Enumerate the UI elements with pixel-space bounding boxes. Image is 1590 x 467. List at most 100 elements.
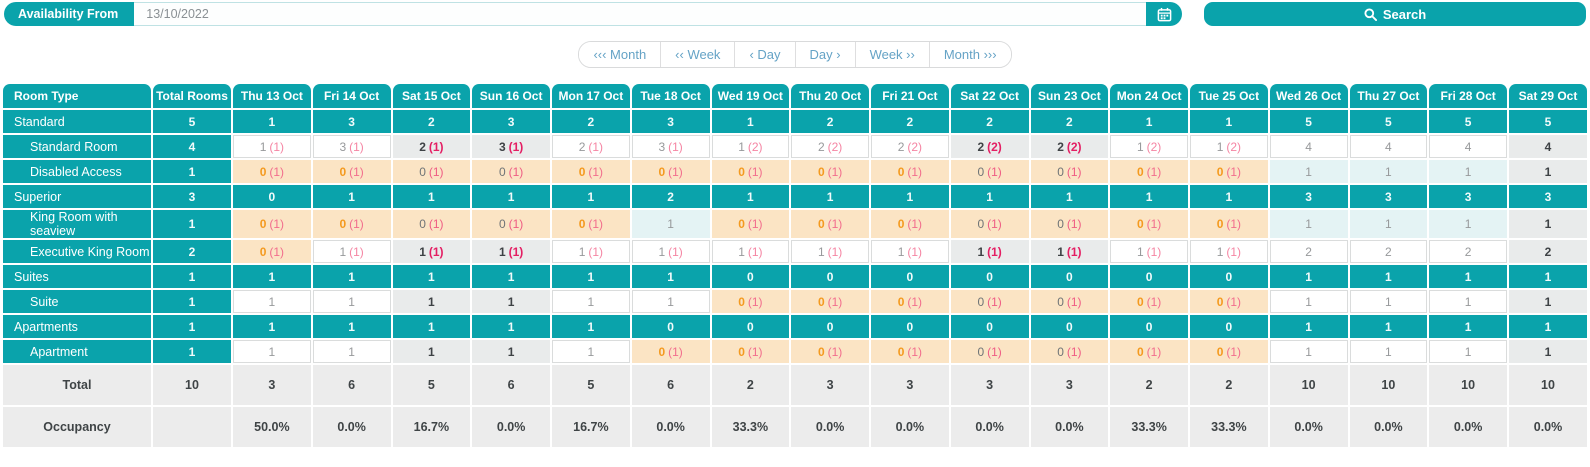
availability-cell: 1 (1) <box>791 240 869 263</box>
availability-date-input[interactable] <box>134 2 1146 26</box>
total-rooms-cell: 1 <box>153 290 231 313</box>
availability-cell: 1 <box>791 185 869 208</box>
availability-cell: 1 (2) <box>711 135 790 158</box>
availability-cell: 0 <box>950 265 1029 288</box>
availability-cell: 0 (1) <box>1030 160 1109 183</box>
availability-from-control: Availability From <box>4 2 1182 26</box>
availability-cell: 1 (2) <box>1110 135 1188 158</box>
availability-cell: 1 (1) <box>1190 240 1268 263</box>
occupancy-cell: 33.3% <box>1190 407 1268 447</box>
availability-cell: 1 <box>233 110 311 133</box>
availability-cell: 1 <box>631 290 710 313</box>
total-cell: 3 <box>1030 365 1109 405</box>
next-week-button[interactable]: Week ›› <box>855 42 930 67</box>
availability-cell: 1 <box>552 315 630 338</box>
availability-cell: 1 <box>233 315 311 338</box>
occupancy-cell: 0.0% <box>1509 407 1587 447</box>
total-rooms-cell: 1 <box>153 160 231 183</box>
availability-cell: 0 (1) <box>1190 210 1268 238</box>
availability-cell: 0 (1) <box>233 240 311 263</box>
availability-cell: 0 (1) <box>392 160 471 183</box>
availability-cell: 2 (2) <box>791 135 869 158</box>
availability-cell: 1 <box>1509 265 1587 288</box>
total-cell: 3 <box>950 365 1029 405</box>
availability-cell: 4 <box>1509 135 1587 158</box>
availability-cell: 1 <box>1269 210 1348 238</box>
occupancy-cell: 0.0% <box>1349 407 1428 447</box>
availability-cell: 3 <box>472 110 550 133</box>
availability-cell: 0 <box>711 265 790 288</box>
occupancy-cell: 0.0% <box>472 407 550 447</box>
availability-cell: 1 <box>1349 315 1428 338</box>
room-type-cell: Standard <box>3 110 151 133</box>
room-type-cell: Disabled Access <box>3 160 151 183</box>
availability-cell: 1 <box>552 185 630 208</box>
availability-cell: 0 <box>1190 265 1268 288</box>
total-cell: 2 <box>1190 365 1268 405</box>
availability-cell: 1 <box>1349 340 1428 363</box>
availability-table: Room Type Total Rooms Thu 13 Oct Fri 14 Oct… <box>1 82 1589 449</box>
total-cell: 3 <box>871 365 949 405</box>
availability-cell: 1 <box>1429 290 1507 313</box>
availability-cell: 1 (1) <box>711 240 790 263</box>
availability-cell: 3 (1) <box>472 135 550 158</box>
availability-cell: 0 (1) <box>472 210 550 238</box>
availability-cell: 1 <box>1509 290 1587 313</box>
total-rooms-cell: 10 <box>153 365 231 405</box>
total-rooms-cell: 1 <box>153 340 231 363</box>
availability-cell: 1 <box>312 315 391 338</box>
availability-cell: 1 <box>631 210 710 238</box>
occupancy-cell: 0.0% <box>1429 407 1507 447</box>
search-icon <box>1364 7 1377 21</box>
total-cell: 2 <box>711 365 790 405</box>
availability-cell: 0 (1) <box>552 210 630 238</box>
availability-cell: 0 (1) <box>950 160 1029 183</box>
total-rooms-cell: 4 <box>153 135 231 158</box>
availability-cell: 1 (1) <box>631 240 710 263</box>
prev-day-button[interactable]: ‹ Day <box>735 42 796 67</box>
availability-cell: 0 (1) <box>791 290 869 313</box>
availability-cell: 2 <box>791 110 869 133</box>
availability-cell: 3 <box>1429 185 1507 208</box>
availability-cell: 1 <box>1269 160 1348 183</box>
calendar-button[interactable] <box>1146 2 1182 26</box>
date-column-header: Sat 15 Oct <box>392 84 471 108</box>
date-column-header: Fri 21 Oct <box>871 84 949 108</box>
prev-week-button[interactable]: ‹‹ Week <box>661 42 736 67</box>
availability-cell: 1 <box>312 265 391 288</box>
availability-cell: 0 (1) <box>233 160 311 183</box>
availability-from-label: Availability From <box>4 2 135 26</box>
availability-cell: 3 <box>1269 185 1348 208</box>
next-day-button[interactable]: Day › <box>795 42 856 67</box>
availability-cell: 2 <box>950 110 1029 133</box>
availability-cell: 1 <box>552 290 630 313</box>
availability-cell: 1 <box>1349 160 1428 183</box>
availability-cell: 0 <box>1030 265 1109 288</box>
availability-cell: 0 (1) <box>1110 210 1188 238</box>
availability-cell: 0 (1) <box>791 340 869 363</box>
total-rooms-cell: 5 <box>153 110 231 133</box>
availability-cell: 1 <box>1269 340 1348 363</box>
availability-cell: 0 (1) <box>871 160 949 183</box>
availability-cell: 0 (1) <box>631 160 710 183</box>
availability-cell: 1 <box>233 340 311 363</box>
table-row: Standard 5 1 3 2 3 2 3 1 2 2 2 2 1 1 5 5 5 5 <box>3 110 1587 133</box>
date-column-header: Sat 22 Oct <box>950 84 1029 108</box>
availability-cell: 0 <box>1110 315 1188 338</box>
availability-cell: 0 <box>631 315 710 338</box>
table-row: Executive King Room 2 0 (1) 1 (1) 1 (1) 1 (1) 1 (1)… <box>3 240 1587 263</box>
availability-cell: 1 <box>392 185 471 208</box>
availability-cell: 5 <box>1509 110 1587 133</box>
availability-cell: 3 (1) <box>312 135 391 158</box>
availability-cell: 0 (1) <box>950 210 1029 238</box>
availability-cell: 1 <box>392 290 471 313</box>
availability-cell: 0 <box>791 265 869 288</box>
next-month-button[interactable]: Month ››› <box>929 42 1011 67</box>
room-type-cell: Apartment <box>3 340 151 363</box>
occupancy-cell: 0.0% <box>1030 407 1109 447</box>
availability-cell: 0 (1) <box>1110 290 1188 313</box>
search-button[interactable]: Search <box>1204 2 1586 26</box>
availability-cell: 0 (1) <box>791 160 869 183</box>
availability-cell: 1 <box>552 265 630 288</box>
prev-month-button[interactable]: ‹‹‹ Month <box>579 42 662 67</box>
